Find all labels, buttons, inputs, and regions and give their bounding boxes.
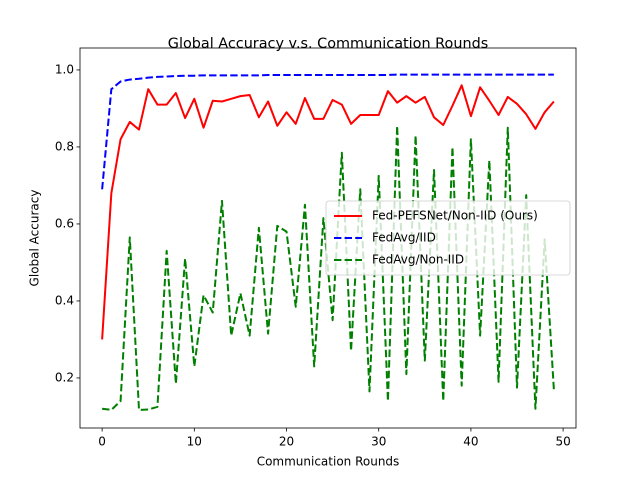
y-axis-label: Global Accuracy [28, 190, 42, 287]
legend-label: FedAvg/IID [372, 231, 436, 245]
x-tick-label: 30 [371, 435, 386, 449]
chart-title: Global Accuracy v.s. Communication Round… [168, 36, 488, 52]
x-tick-label: 0 [98, 435, 106, 449]
y-tick-label: 0.4 [55, 293, 74, 307]
x-tick-label: 50 [555, 435, 570, 449]
y-tick-label: 0.6 [55, 216, 74, 230]
y-tick-label: 0.8 [55, 139, 74, 153]
legend-box [325, 200, 571, 276]
x-tick-label: 10 [187, 435, 202, 449]
x-tick-label: 40 [463, 435, 478, 449]
x-tick-label: 20 [279, 435, 294, 449]
legend-label: Fed-PEFSNet/Non-IID (Ours) [372, 209, 538, 223]
y-tick-label: 1.0 [55, 62, 74, 76]
series-line [101, 84, 555, 340]
x-axis-label: Communication Rounds [257, 455, 400, 469]
y-tick-label: 0.2 [55, 370, 74, 384]
legend-label: FedAvg/Non-IID [372, 253, 464, 267]
axes-frame [79, 47, 577, 429]
series-line [101, 73, 554, 190]
